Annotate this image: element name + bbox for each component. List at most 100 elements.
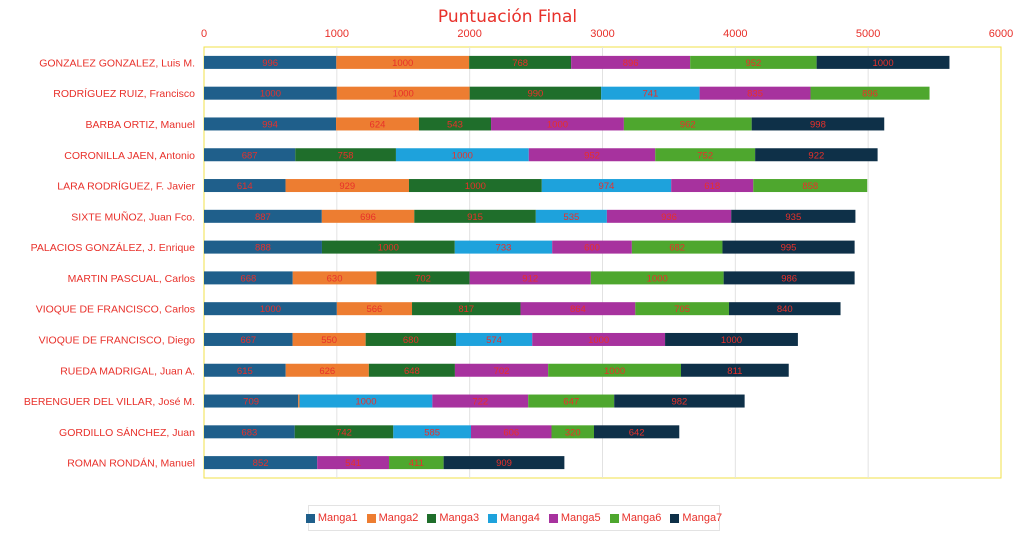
bar-segment bbox=[408, 179, 542, 193]
bar-segment bbox=[389, 456, 444, 470]
bar-segment bbox=[204, 55, 337, 69]
legend-label: Manga4 bbox=[500, 512, 540, 524]
bar-segment bbox=[204, 209, 322, 223]
bar-segment bbox=[631, 240, 723, 254]
data-label: 935 bbox=[785, 212, 801, 223]
data-label: 1000 bbox=[260, 89, 281, 100]
data-label: 1000 bbox=[393, 89, 414, 100]
data-label: 705 bbox=[674, 304, 690, 315]
data-label: 982 bbox=[671, 397, 687, 408]
x-tick-label: 0 bbox=[201, 28, 207, 40]
bar-segment bbox=[412, 302, 521, 316]
data-label: 922 bbox=[808, 150, 824, 161]
bar-segment bbox=[528, 394, 615, 408]
x-tick-label: 6000 bbox=[989, 28, 1013, 40]
legend-item: Manga7 bbox=[670, 512, 722, 524]
bar-segment bbox=[552, 240, 632, 254]
category-label: RUEDA MADRIGAL, Juan A. bbox=[60, 365, 195, 377]
legend-swatch bbox=[670, 513, 680, 523]
data-label: 626 bbox=[319, 366, 335, 377]
legend-label: Manga5 bbox=[560, 512, 601, 524]
bar-segment bbox=[541, 179, 672, 193]
bar-segment bbox=[671, 179, 754, 193]
legend-swatch bbox=[609, 513, 619, 523]
data-label: 752 bbox=[697, 150, 713, 161]
legend-label: Manga6 bbox=[621, 512, 662, 524]
bar-segment bbox=[298, 394, 300, 408]
data-label: 1000 bbox=[260, 304, 281, 315]
bar-segment bbox=[753, 179, 868, 193]
data-label: 411 bbox=[409, 458, 424, 469]
data-label: 702 bbox=[494, 366, 510, 377]
data-label: 986 bbox=[781, 273, 797, 284]
bar-segment bbox=[528, 148, 656, 162]
data-label: 1000 bbox=[452, 150, 473, 161]
bar-segment bbox=[336, 302, 413, 316]
bar-segment bbox=[454, 240, 553, 254]
data-label: 614 bbox=[237, 181, 253, 192]
bar-segment bbox=[321, 240, 455, 254]
bar-segment bbox=[204, 271, 293, 285]
bar-segment bbox=[336, 117, 419, 131]
bar-segment bbox=[571, 55, 691, 69]
data-label: 864 bbox=[570, 304, 586, 315]
bar-segment bbox=[681, 363, 789, 377]
legend-item: Manga5 bbox=[548, 512, 601, 524]
category-label: BERENGUER DEL VILLAR, José M. bbox=[24, 396, 195, 408]
data-label: 952 bbox=[745, 58, 761, 69]
legend-label: Manga1 bbox=[317, 512, 358, 524]
data-label: 574 bbox=[486, 335, 502, 346]
data-label: 962 bbox=[680, 119, 696, 130]
bar-segment bbox=[601, 86, 700, 100]
data-label: 915 bbox=[467, 212, 483, 223]
x-tick-label: 3000 bbox=[590, 28, 614, 40]
data-label: 1000 bbox=[547, 119, 568, 130]
data-label: 929 bbox=[339, 181, 355, 192]
data-label: 742 bbox=[336, 427, 352, 438]
bar-segment bbox=[535, 209, 607, 223]
data-label: 952 bbox=[584, 150, 600, 161]
bar-segment bbox=[368, 363, 455, 377]
bar-segment bbox=[590, 271, 724, 285]
bar-segment bbox=[728, 302, 841, 316]
legend-label: Manga2 bbox=[378, 512, 419, 524]
bar-segment bbox=[455, 332, 533, 346]
category-label: PALACIOS GONZÁLEZ, J. Enrique bbox=[31, 241, 196, 254]
bar-segment bbox=[295, 148, 396, 162]
bar-segment bbox=[317, 456, 390, 470]
category-label: VIOQUE DE FRANCISCO, Carlos bbox=[36, 304, 195, 316]
data-label: 624 bbox=[370, 119, 386, 130]
bar-segment bbox=[722, 240, 855, 254]
data-label: 648 bbox=[404, 366, 420, 377]
category-label: GORDILLO SÁNCHEZ, Juan bbox=[59, 426, 195, 439]
bar-segment bbox=[299, 394, 433, 408]
category-label: LARA RODRÍGUEZ, F. Javier bbox=[57, 180, 195, 193]
data-label: 994 bbox=[262, 119, 278, 130]
bar-segment bbox=[204, 117, 337, 131]
bar-segment bbox=[723, 271, 855, 285]
data-label: 722 bbox=[472, 397, 488, 408]
data-label: 615 bbox=[237, 366, 253, 377]
legend-swatch bbox=[366, 513, 376, 523]
data-label: 618 bbox=[704, 181, 720, 192]
x-tick-label: 5000 bbox=[856, 28, 880, 40]
bar-segment bbox=[690, 55, 817, 69]
bar-segment bbox=[614, 394, 745, 408]
bar-segment bbox=[292, 332, 366, 346]
data-label: 896 bbox=[862, 89, 878, 100]
legend-item: Manga2 bbox=[366, 512, 419, 524]
data-label: 1000 bbox=[721, 335, 742, 346]
data-label: 702 bbox=[415, 273, 431, 284]
category-label: SIXTE MUÑOZ, Juan Fco. bbox=[71, 210, 195, 223]
chart-legend: Manga1 Manga2 Manga3 Manga4 Manga5 Manga6 Mang… bbox=[305, 505, 722, 531]
bar-segment bbox=[414, 209, 536, 223]
bar-segment bbox=[204, 394, 299, 408]
bar-segment bbox=[520, 302, 636, 316]
data-label: 1000 bbox=[588, 335, 609, 346]
bar-segment bbox=[469, 86, 602, 100]
data-label: 1000 bbox=[647, 273, 668, 284]
bar-segment bbox=[365, 332, 456, 346]
data-label: 998 bbox=[810, 119, 826, 130]
data-label: 896 bbox=[623, 58, 639, 69]
bar-segment bbox=[548, 363, 682, 377]
